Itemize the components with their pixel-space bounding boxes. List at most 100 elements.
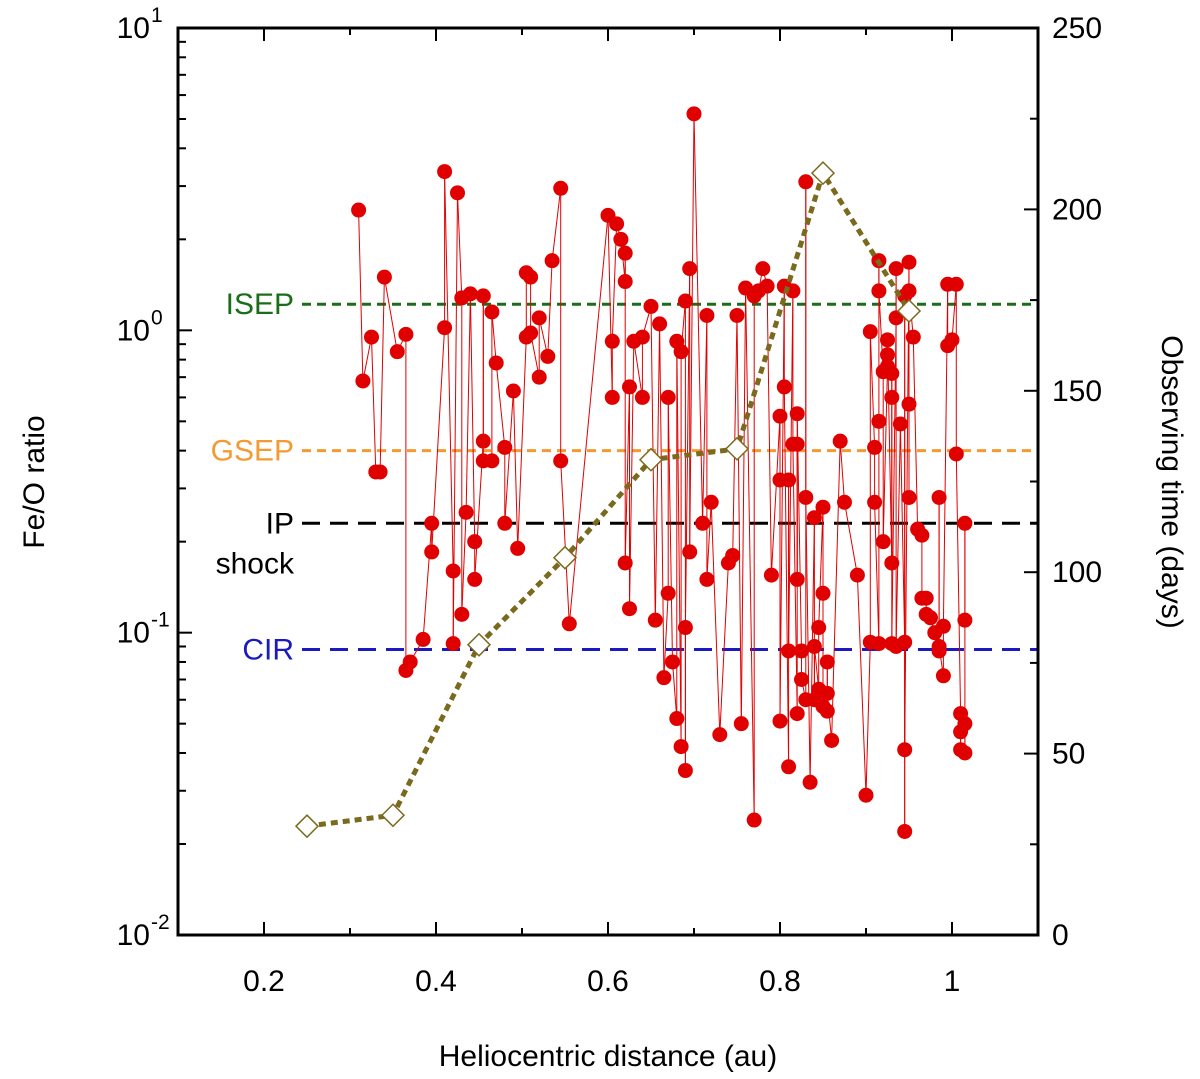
fe-o-segment [383,277,398,352]
fe-o-point [673,739,689,755]
fe-o-point [488,355,504,371]
fe-o-point [892,416,908,432]
y-right-tick-label: 150 [1052,375,1102,408]
fe-o-segment [899,423,906,643]
fe-o-point [445,636,461,652]
fe-o-point [531,310,547,326]
fe-o-point [931,489,947,505]
fe-o-point [858,787,874,803]
fe-o-point [669,711,685,727]
fe-o-segment [676,341,682,747]
fe-o-point [450,185,465,201]
fe-o-segment [495,362,506,448]
fe-o-segment [839,441,845,503]
fe-o-segment [904,262,910,750]
fe-o-segment [469,293,476,542]
fe-o-segment [951,284,957,340]
fe-o-point [798,489,814,505]
fe-o-point [389,344,405,360]
fe-o-point [789,406,805,422]
y-left-tick-label: 10 [117,314,150,347]
reference-labels: ISEP GSEP IP shock CIR [211,288,295,666]
fe-o-point [505,383,521,399]
fe-o-point [497,439,513,455]
fe-o-point [806,639,822,655]
fe-o-point [660,585,676,601]
fe-o-point [880,347,895,363]
fe-o-point [699,307,715,323]
fe-o-point [897,634,913,650]
fe-o-point [695,515,711,531]
fe-o-point [798,174,814,190]
fe-o-point [376,269,392,285]
fe-o-segment [379,277,385,472]
fe-o-point [815,499,831,515]
fe-o-segment [431,327,446,552]
fe-o-segment [719,562,729,735]
fe-o-point [437,164,453,180]
fe-o-point [497,515,513,531]
fe-o-segment [706,502,712,580]
fe-o-point [665,654,680,670]
fe-o-point [781,759,797,775]
fe-o-point [462,286,478,302]
fe-o-segment [869,331,876,448]
reference-label-ip: IP [266,507,294,540]
fe-o-point [862,324,878,340]
fe-o-point [484,304,500,320]
fe-o-segment [371,337,377,472]
fe-o-point [673,344,689,360]
y-right-tick-label: 0 [1052,919,1069,952]
fe-o-point [746,812,762,828]
fe-o-point [837,494,852,510]
observing-time-marker [552,545,578,570]
fe-o-segment [659,323,665,678]
fe-o-point [888,261,904,277]
fe-o-point [454,606,470,622]
fe-o-segment [955,453,962,714]
y-right-tick-label: 250 [1052,12,1102,45]
fe-o-point [880,332,895,348]
fe-o-segment [740,288,747,724]
fe-o-segment [547,260,553,357]
fe-o-segment [702,315,708,524]
fe-o-segment [358,210,364,381]
fe-o-point [948,446,964,462]
reference-label-isep: ISEP [226,288,294,321]
fe-o-point [935,668,951,684]
fe-o-point [819,703,835,719]
y-left-tick-label: 10 [117,617,150,650]
reference-label-cir: CIR [242,633,294,666]
fe-o-point [523,325,539,341]
fe-o-point [364,329,379,345]
observing-time-marker [638,447,664,472]
fe-o-segment [736,315,742,724]
fe-o-point [703,494,719,510]
fe-o-segment [517,337,527,549]
y-left-tick-label: 10 [117,12,150,45]
x-axis-label: Heliocentric distance (au) [439,1040,777,1073]
fe-o-point [763,567,779,583]
y-left-tick-label: 10 [117,919,150,952]
fe-o-segment [667,397,673,662]
fe-o-segment [465,293,471,513]
fe-o-point [475,288,491,304]
fe-o-segment [551,188,562,261]
fe-o-point [776,379,792,395]
fe-o-segment [672,661,678,719]
fe-o-segment [560,460,570,624]
fe-o-point [622,601,637,617]
x-tick-label: 0.6 [587,965,629,998]
fe-o-segment [805,497,811,783]
fe-o-point [351,202,367,218]
fe-o-point [424,515,440,531]
observing-time-marker [294,814,320,839]
fe-o-point [948,276,964,292]
fe-o-segment [491,311,497,363]
fe-o-point [759,278,775,294]
fe-o-point [901,283,917,299]
fe-o-point [832,433,848,449]
fe-o-segment [710,502,721,735]
fe-o-point [867,439,883,455]
